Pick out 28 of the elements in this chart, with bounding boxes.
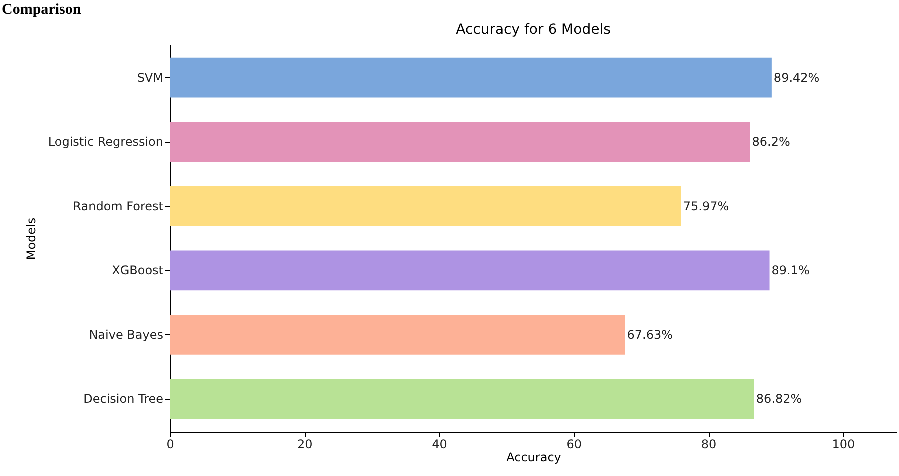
bar (170, 122, 750, 162)
x-tick-label: 20 (297, 438, 313, 452)
x-axis-title: Accuracy (506, 450, 562, 464)
chart-title: Accuracy for 6 Models (456, 22, 611, 38)
bar (170, 250, 770, 291)
data-label: 86.2% (752, 135, 790, 150)
x-tick-label: 60 (566, 438, 582, 452)
x-tick-label: 0 (166, 438, 174, 452)
y-tick-label: Naive Bayes (89, 328, 164, 342)
y-tick-label: Logistic Regression (48, 135, 164, 150)
x-tick-label: 40 (432, 438, 448, 452)
bar (170, 186, 682, 226)
y-tick-label: XGBoost (112, 264, 164, 278)
bar (170, 58, 772, 98)
y-tick-label: Decision Tree (84, 392, 164, 406)
data-label: 67.63% (627, 328, 674, 342)
y-tick-label: SVM (137, 70, 164, 85)
bar (170, 315, 626, 355)
data-label: 86.82% (756, 392, 802, 406)
x-tick-label: 100 (832, 438, 856, 452)
y-tick-label: Random Forest (73, 199, 164, 214)
text: Comparison (2, 2, 82, 19)
y-axis-title: Models (24, 218, 38, 260)
bar (170, 379, 754, 420)
x-tick-label: 80 (701, 438, 717, 452)
data-label: 89.1% (772, 264, 810, 278)
data-label: 89.42% (774, 70, 820, 85)
data-label: 75.97% (683, 199, 730, 214)
